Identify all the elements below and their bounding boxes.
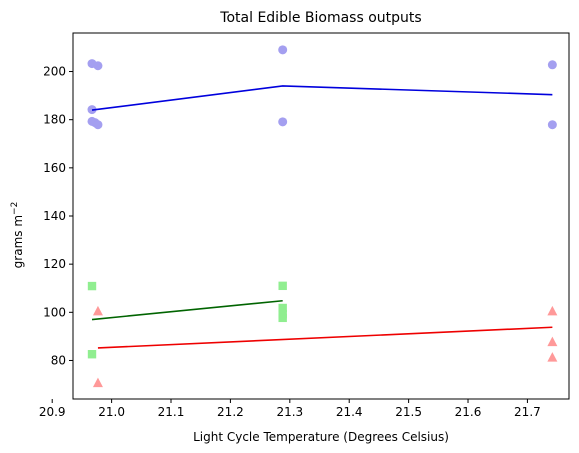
trend-line [91, 85, 553, 111]
axes-frame [72, 32, 570, 400]
x-tick-label: 21.6 [455, 405, 482, 419]
data-point-circle [547, 120, 557, 130]
data-point-circle [93, 61, 103, 71]
data-point-square [278, 313, 287, 323]
data-point-triangle [92, 305, 103, 316]
data-point-circle [278, 117, 288, 127]
data-point-triangle [547, 352, 558, 362]
x-tick-label: 21.2 [217, 405, 244, 419]
y-axis-label: grams m−2 [10, 202, 25, 269]
data-point-square [278, 281, 287, 291]
x-tick-label: 21.1 [158, 405, 185, 419]
data-point-circle [278, 45, 288, 55]
y-tick-label: 160 [43, 161, 66, 175]
x-tick-label: 20.9 [39, 405, 66, 419]
y-tick-label: 200 [43, 65, 66, 79]
trend-line [97, 326, 553, 349]
y-axis-ticks: 80 100 120 140 160 180 200 [43, 65, 73, 367]
x-tick-label: 21.3 [276, 405, 303, 419]
data-point-square [87, 281, 97, 291]
x-tick-label: 21.4 [336, 405, 363, 419]
y-tick-label: 80 [51, 353, 66, 367]
x-tick-label: 21.0 [98, 405, 125, 419]
y-tick-label: 180 [43, 113, 66, 127]
x-tick-label: 21.5 [395, 405, 422, 419]
y-axis-label-exponent: −2 [10, 202, 20, 215]
y-tick-label: 100 [43, 305, 66, 319]
plot-area [87, 45, 558, 388]
chart-title: Total Edible Biomass outputs [219, 10, 421, 26]
x-axis-label: Light Cycle Temperature (Degrees Celsius… [193, 430, 449, 444]
x-axis-ticks: 20.9 21.0 21.1 21.2 21.3 21.4 21.5 21.6 21.7 [39, 399, 541, 419]
y-tick-label: 140 [43, 209, 66, 223]
trend-line [91, 299, 283, 321]
data-point-square [278, 303, 287, 313]
x-tick-label: 21.7 [514, 405, 541, 419]
data-point-square [87, 350, 97, 359]
data-point-triangle [92, 377, 103, 388]
data-point-circle [93, 120, 103, 130]
data-point-triangle [547, 336, 558, 347]
y-tick-label: 120 [43, 257, 66, 271]
data-point-triangle [547, 305, 558, 316]
y-axis-label-main: grams m [11, 215, 25, 268]
data-point-circle [547, 60, 557, 70]
